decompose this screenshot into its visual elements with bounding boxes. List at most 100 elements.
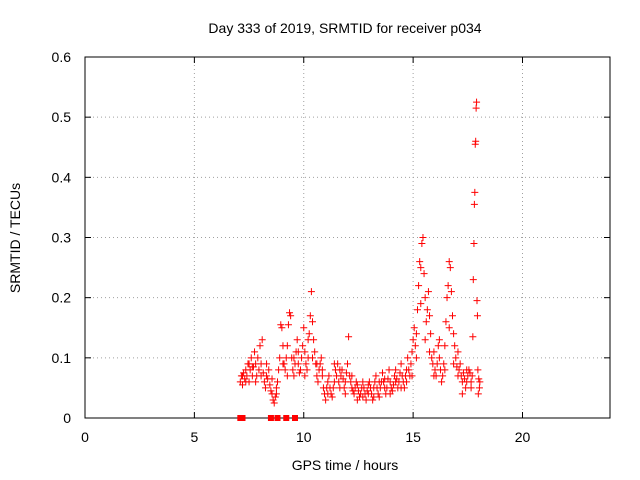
data-point [422, 318, 430, 326]
data-point [452, 354, 460, 362]
data-point [307, 288, 315, 296]
data-point [473, 297, 481, 305]
y-axis-label: SRMTID / TECUs [7, 183, 23, 293]
data-point [242, 378, 250, 386]
data-point [470, 200, 478, 208]
data-point [435, 354, 443, 362]
data-point [472, 137, 480, 145]
data-point [381, 375, 389, 383]
data-point-square [239, 415, 246, 421]
data-point [417, 264, 425, 272]
data-point [299, 342, 307, 350]
data-point [470, 240, 478, 248]
x-tick-label: 5 [190, 429, 198, 445]
data-point [256, 342, 264, 350]
data-point [309, 354, 316, 362]
data-point [306, 312, 314, 320]
data-point [419, 234, 427, 241]
data-point [473, 312, 481, 320]
data-point [458, 390, 466, 398]
data-point [335, 378, 343, 386]
data-point [444, 282, 452, 290]
data-point [272, 384, 280, 392]
data-point [475, 375, 483, 383]
data-point [261, 384, 269, 392]
data-point [309, 318, 316, 326]
data-point [404, 354, 412, 362]
data-point [454, 348, 462, 356]
data-point [267, 387, 275, 395]
data-point [379, 369, 386, 377]
data-point [450, 360, 458, 368]
data-point [324, 378, 332, 386]
data-point [392, 378, 400, 386]
data-point [336, 366, 344, 374]
data-point [370, 393, 378, 401]
data-point [442, 318, 450, 326]
data-point [247, 354, 255, 362]
data-point [254, 354, 262, 362]
data-point [412, 330, 420, 338]
y-tick-label: 0.3 [52, 230, 72, 246]
data-point [318, 372, 326, 380]
data-point [441, 342, 449, 350]
data-point [304, 336, 312, 344]
data-point [294, 360, 302, 368]
data-point [328, 393, 336, 401]
data-point [421, 336, 429, 344]
data-point [330, 360, 338, 368]
data-point [268, 375, 276, 383]
data-point [397, 384, 405, 392]
x-tick-label: 10 [296, 429, 312, 445]
data-point [397, 360, 405, 368]
data-point [286, 309, 294, 317]
data-point [275, 366, 283, 374]
data-point [352, 378, 360, 386]
data-point [283, 342, 291, 350]
data-point [276, 354, 284, 362]
data-point [296, 366, 304, 374]
data-point [317, 354, 325, 362]
data-point [329, 384, 337, 392]
data-point [433, 360, 441, 368]
data-point [459, 369, 467, 377]
data-point [418, 240, 426, 248]
data-point [239, 381, 246, 389]
data-point [360, 384, 368, 392]
data-point [434, 342, 442, 350]
y-tick-label: 0.4 [52, 169, 72, 185]
data-point [274, 378, 281, 386]
data-point [294, 348, 302, 356]
y-tick-label: 0 [63, 410, 71, 426]
data-point [411, 342, 419, 350]
data-point [325, 372, 333, 380]
data-point [283, 372, 291, 380]
data-point [471, 188, 479, 196]
data-point [441, 366, 449, 374]
data-point [314, 378, 322, 386]
data-point [290, 354, 298, 362]
data-point [473, 98, 481, 106]
data-point [428, 354, 436, 362]
data-point [412, 354, 420, 362]
data-point-square [283, 415, 290, 421]
y-tick-label: 0.2 [52, 290, 72, 306]
data-point [447, 288, 455, 296]
data-point [445, 258, 453, 266]
data-point [456, 360, 464, 368]
data-point [342, 369, 350, 377]
data-point [295, 369, 303, 377]
data-point [427, 330, 435, 338]
data-point [372, 372, 380, 380]
data-point [467, 378, 475, 386]
x-tick-label: 20 [515, 429, 531, 445]
data-point [362, 396, 370, 404]
data-point [417, 300, 425, 308]
data-point [423, 306, 431, 314]
data-point [302, 360, 310, 368]
data-point [313, 360, 321, 368]
data-point [287, 312, 295, 320]
data-point [375, 378, 383, 386]
data-point [322, 396, 330, 404]
